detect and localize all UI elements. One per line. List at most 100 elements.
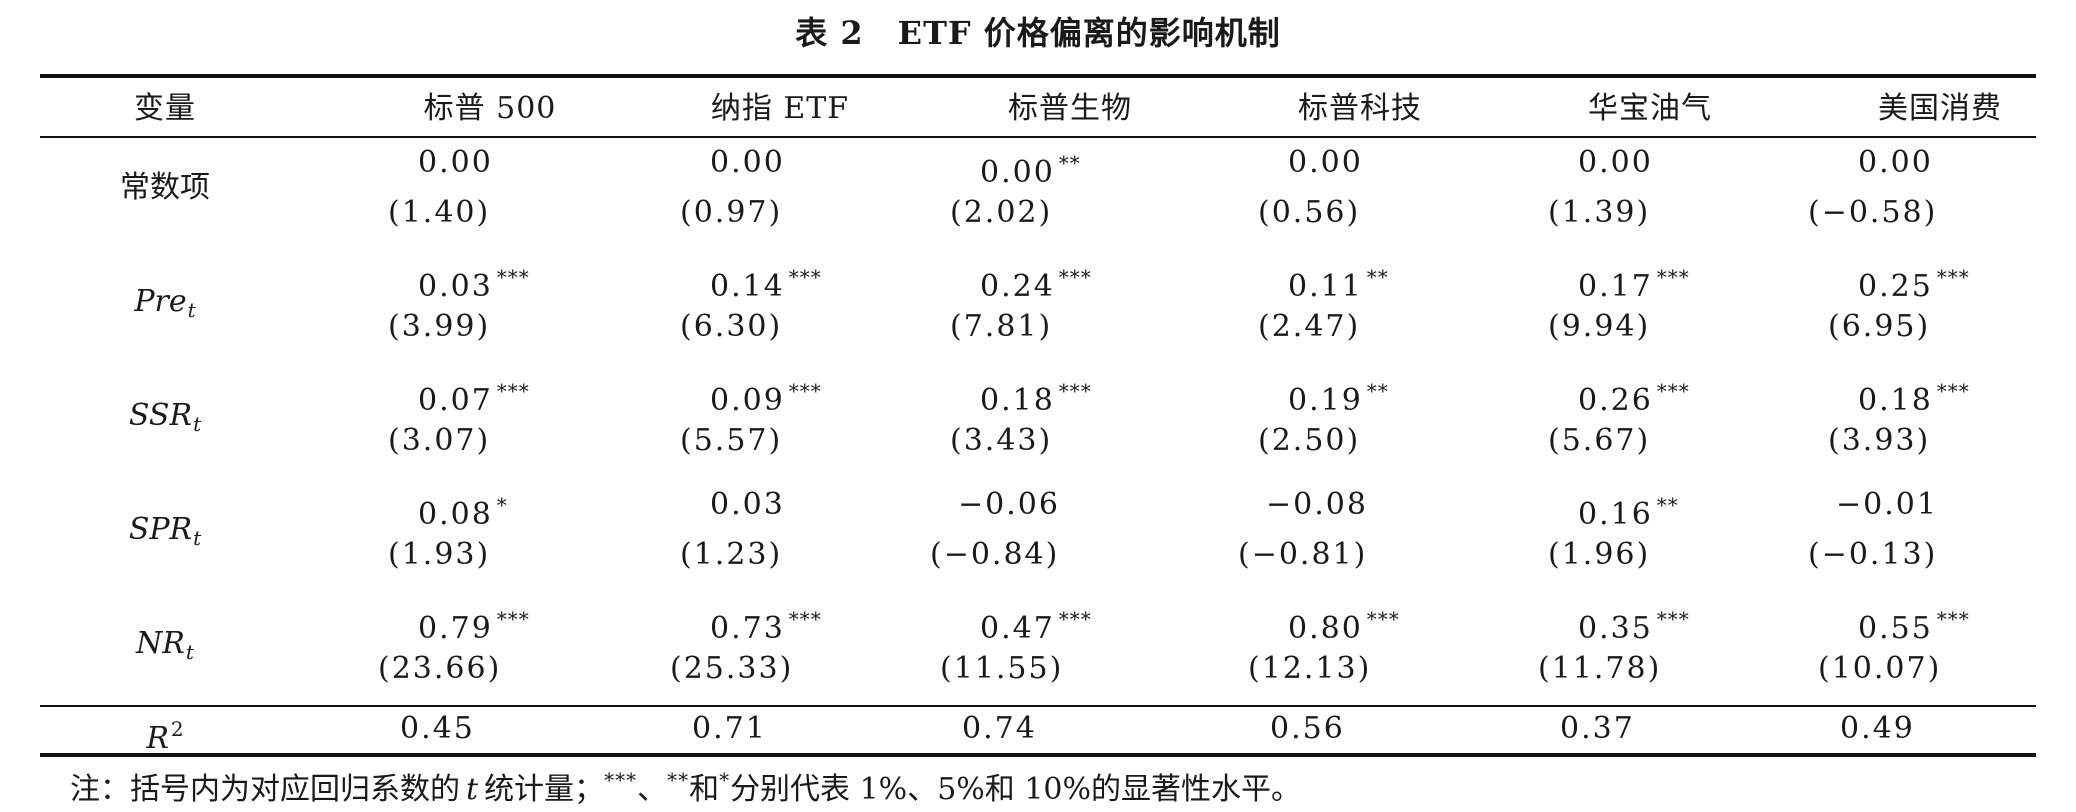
coef-value: 0.25 [1858, 269, 1933, 304]
coef-value: 0.00 [710, 145, 785, 180]
t-stat-cell: (5.67) [1548, 423, 1651, 458]
coef-cell: 0.16 ** [1578, 488, 1679, 532]
header-variable: 变量 [134, 91, 196, 126]
t-stat-cell: (−0.13) [1808, 537, 1938, 572]
r2-value: 0.49 [1840, 711, 1915, 746]
coef-cell: 0.47 *** [980, 602, 1092, 646]
t-stat-cell: (5.57) [680, 423, 783, 458]
significance-stars: *** [1058, 379, 1092, 403]
significance-stars: ** [1366, 379, 1389, 403]
coef-value: 0.09 [710, 383, 785, 418]
coef-value: 0.00 [1288, 145, 1363, 180]
t-stat-cell: (25.33) [670, 651, 794, 686]
note-mid: 统计量； [484, 772, 605, 807]
table-caption: 表 2 ETF 价格偏离的影响机制 [0, 8, 2076, 54]
coef-cell: 0.07 *** [418, 374, 530, 418]
r2-value: 0.74 [962, 711, 1037, 746]
header-col-1: 标普 500 [423, 91, 557, 126]
header-col-3: 标普生物 [1008, 91, 1132, 126]
coef-value: 0.00 [1578, 145, 1653, 180]
row-var-subscript: t [193, 412, 202, 436]
r2-value: 0.71 [692, 711, 767, 746]
coef-cell: 0.03 [710, 488, 785, 522]
coef-value: 0.24 [980, 269, 1055, 304]
significance-stars: ** [1366, 265, 1389, 289]
coef-value: 0.19 [1288, 383, 1363, 418]
significance-stars: *** [1656, 607, 1690, 631]
coef-value: 0.47 [980, 611, 1055, 646]
coef-value: 0.17 [1578, 269, 1653, 304]
significance-stars: *** [496, 607, 530, 631]
coef-cell: 0.24 *** [980, 260, 1092, 304]
coef-value: −0.06 [958, 487, 1060, 522]
significance-stars: *** [1656, 265, 1690, 289]
t-stat-cell: (1.39) [1548, 195, 1651, 230]
coef-cell: 0.11 ** [1288, 260, 1389, 304]
t-stat-cell: (11.55) [940, 651, 1064, 686]
coef-cell: 0.08 * [418, 488, 508, 532]
bottom-rule [40, 753, 2036, 757]
t-stat-cell: (2.50) [1258, 423, 1361, 458]
note-suffix: 分别代表 1%、5%和 10%的显著性水平。 [730, 772, 1301, 807]
coef-cell: 0.17 *** [1578, 260, 1690, 304]
row-var-subscript: t [185, 640, 194, 664]
coef-cell: 0.19 ** [1288, 374, 1389, 418]
top-rule [40, 74, 2036, 78]
coef-cell: 0.00 [1288, 146, 1363, 180]
coef-value: 0.18 [980, 383, 1055, 418]
table-title: ETF 价格偏离的影响机制 [897, 14, 1281, 52]
coef-cell: 0.18 *** [1858, 374, 1970, 418]
coef-cell: 0.09 *** [710, 374, 822, 418]
header-col-6: 美国消费 [1878, 91, 2002, 126]
note-and: 和 [689, 772, 720, 807]
significance-stars: *** [1936, 607, 1970, 631]
row-label: Pret [40, 285, 290, 327]
significance-stars: *** [1058, 607, 1092, 631]
coef-cell: 0.00 ** [980, 146, 1081, 190]
row-var-subscript: t [187, 298, 196, 322]
header-rule [40, 136, 2036, 138]
row-label: SPRt [40, 513, 290, 555]
significance-stars: *** [496, 379, 530, 403]
note-stars-1: * [719, 768, 731, 792]
note-sep: 、 [637, 772, 668, 807]
t-stat-cell: (11.78) [1538, 651, 1662, 686]
coef-cell: 0.79 *** [418, 602, 530, 646]
t-stat-cell: (1.93) [388, 537, 491, 572]
t-stat-cell: (9.94) [1548, 309, 1651, 344]
coef-cell: 0.03 *** [418, 260, 530, 304]
note-stars-3: *** [604, 768, 638, 792]
significance-stars: *** [788, 265, 822, 289]
coef-cell: 0.55 *** [1858, 602, 1970, 646]
coef-value: 0.18 [1858, 383, 1933, 418]
t-stat-cell: (3.93) [1828, 423, 1931, 458]
r2-value: 0.45 [400, 711, 475, 746]
significance-stars: *** [788, 607, 822, 631]
t-stat-cell: (6.95) [1828, 309, 1931, 344]
coef-value: 0.11 [1288, 269, 1363, 304]
t-stat-cell: (2.47) [1258, 309, 1361, 344]
significance-stars: *** [1366, 607, 1400, 631]
coef-cell: −0.06 [958, 488, 1060, 522]
coef-value: 0.00 [418, 145, 493, 180]
note-stars-2: ** [667, 768, 690, 792]
t-stat-cell: (12.13) [1248, 651, 1372, 686]
coef-cell: 0.18 *** [980, 374, 1092, 418]
coef-value: 0.80 [1288, 611, 1363, 646]
coef-cell: 0.25 *** [1858, 260, 1970, 304]
coef-value: 0.08 [418, 497, 493, 532]
coef-value: −0.08 [1266, 487, 1368, 522]
t-stat-cell: (−0.58) [1808, 195, 1938, 230]
table-number: 表 2 [795, 14, 864, 52]
coef-value: 0.16 [1578, 497, 1653, 532]
coef-cell: 0.00 [710, 146, 785, 180]
r2-value: 0.56 [1270, 711, 1345, 746]
coef-value: −0.01 [1836, 487, 1938, 522]
coef-value: 0.07 [418, 383, 493, 418]
t-stat-cell: (1.96) [1548, 537, 1651, 572]
significance-stars: *** [1936, 379, 1970, 403]
t-stat-cell: (1.40) [388, 195, 491, 230]
coef-value: 0.00 [980, 155, 1055, 190]
header-col-2: 纳指 ETF [710, 91, 850, 126]
significance-stars: *** [788, 379, 822, 403]
